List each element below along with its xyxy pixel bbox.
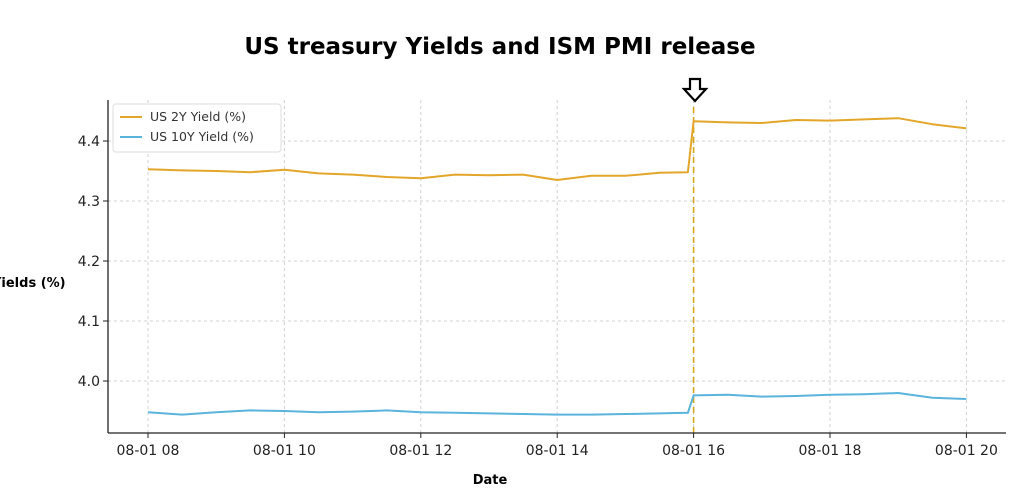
x-tick-label: 08-01 20 bbox=[935, 443, 998, 459]
legend-label-2y: US 2Y Yield (%) bbox=[150, 109, 246, 124]
chart-title: US treasury Yields and ISM PMI release bbox=[244, 34, 756, 60]
legend: US 2Y Yield (%) US 10Y Yield (%) bbox=[112, 103, 282, 153]
down-arrow-icon bbox=[681, 77, 709, 103]
x-axis-label: Date bbox=[473, 473, 508, 488]
x-tick-label: 08-01 12 bbox=[389, 443, 452, 459]
ticks: 08-01 08 08-01 10 08-01 12 08-01 14 08-01 16… bbox=[78, 134, 998, 459]
x-tick-label: 08-01 10 bbox=[253, 443, 316, 459]
y-axis-label: Yields (%) bbox=[0, 276, 66, 291]
x-tick-label: 08-01 08 bbox=[117, 443, 180, 459]
y-tick-label: 4.2 bbox=[78, 254, 100, 270]
y-tick-label: 4.3 bbox=[78, 194, 100, 210]
series-line-us-10y bbox=[147, 392, 967, 416]
legend-label-10y: US 10Y Yield (%) bbox=[150, 129, 254, 144]
x-tick-label: 08-01 14 bbox=[526, 443, 589, 459]
x-tick-label: 08-01 16 bbox=[662, 443, 725, 459]
series-line-us-2y bbox=[147, 117, 967, 181]
y-tick-label: 4.1 bbox=[78, 314, 100, 330]
legend-box bbox=[112, 103, 282, 153]
y-tick-label: 4.4 bbox=[78, 134, 100, 150]
y-tick-label: 4.0 bbox=[78, 374, 100, 390]
x-tick-label: 08-01 18 bbox=[799, 443, 862, 459]
series-lines bbox=[147, 107, 967, 433]
